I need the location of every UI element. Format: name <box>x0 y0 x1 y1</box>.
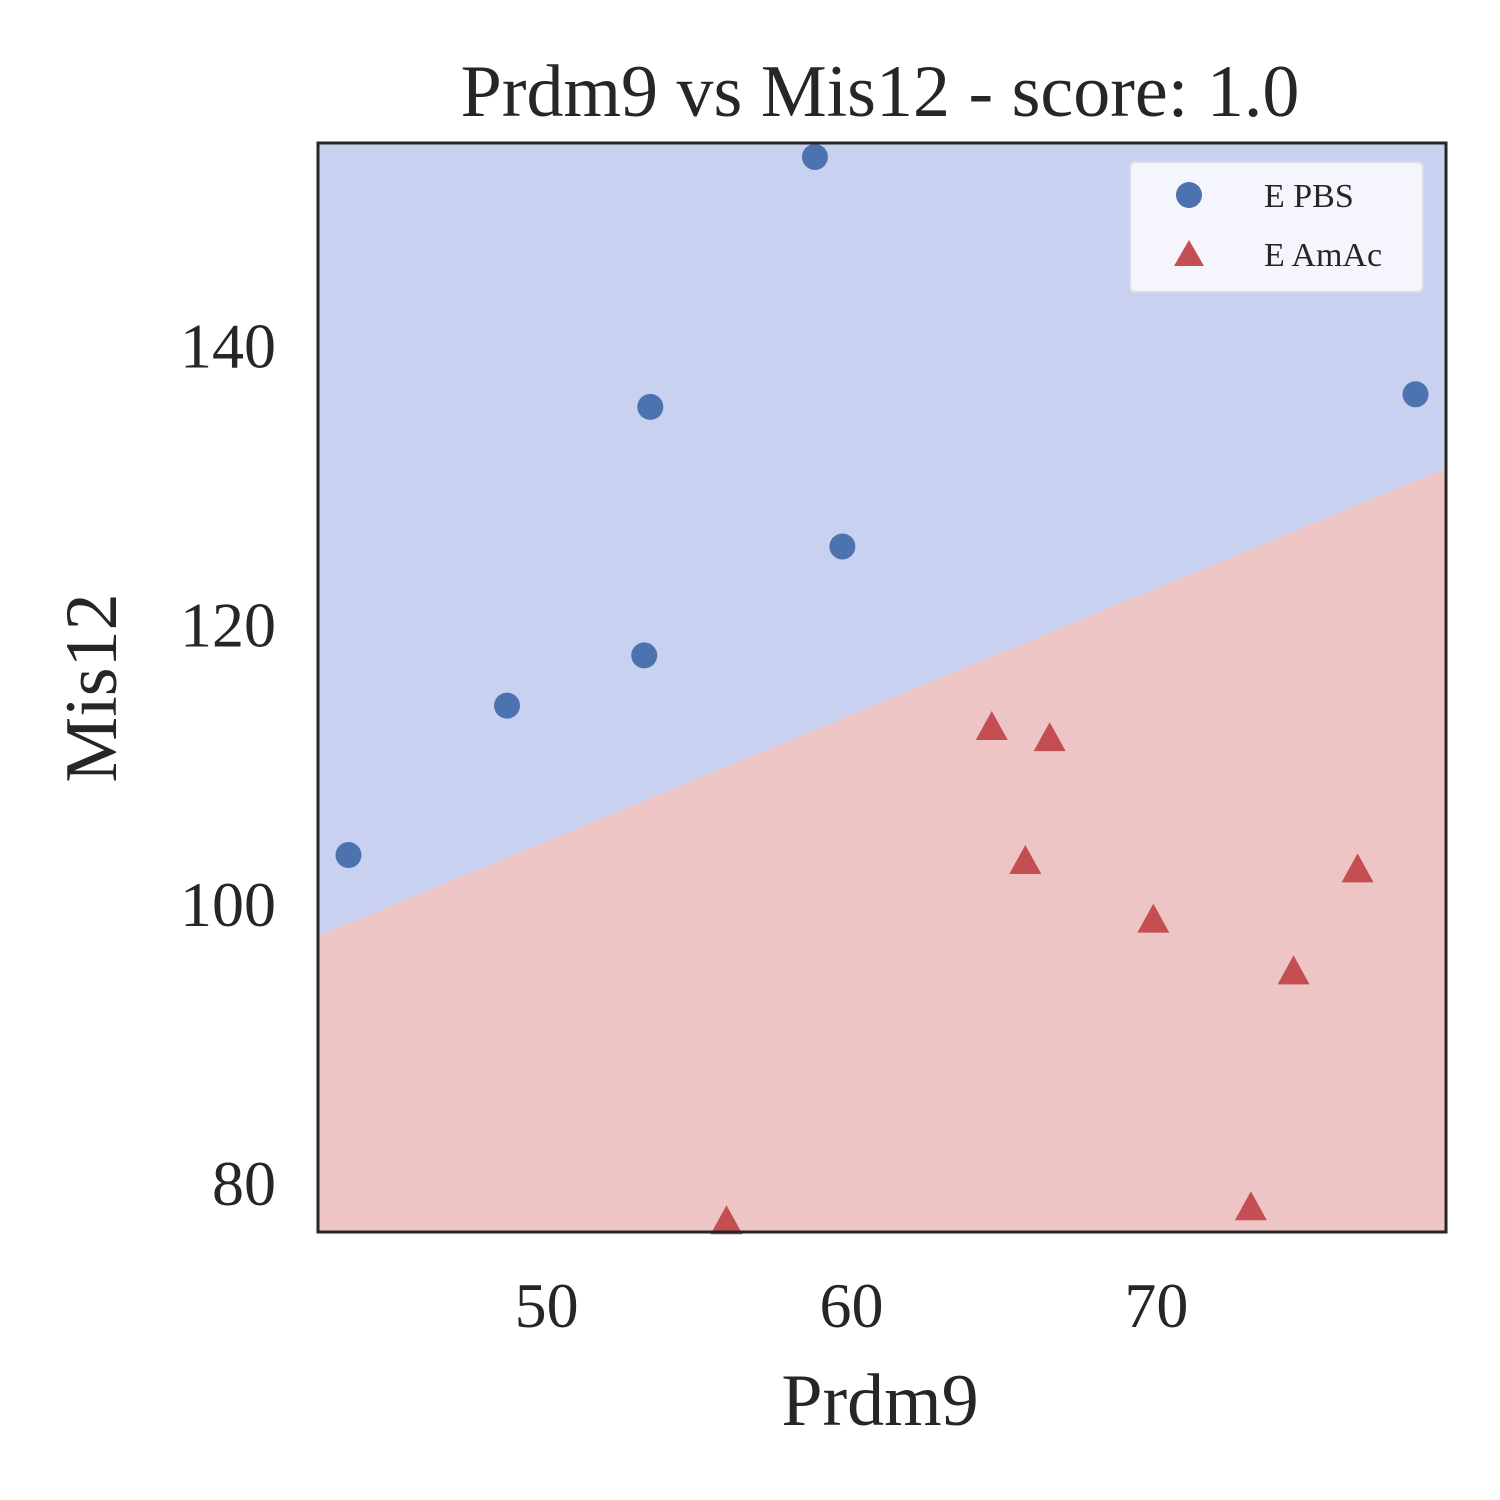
legend: E PBS E AmAc <box>1129 161 1424 293</box>
legend-box <box>1129 161 1424 293</box>
legend-marker-e-pbs <box>1176 182 1202 208</box>
y-axis-label: Mis12 <box>51 593 133 782</box>
y-tick-label: 140 <box>180 310 276 381</box>
chart-title: Prdm9 vs Mis12 - score: 1.0 <box>461 51 1300 133</box>
data-point-e-amac <box>1277 955 1310 985</box>
y-tick-label: 100 <box>180 869 276 940</box>
data-point-e-pbs <box>637 393 664 420</box>
data-point-e-amac <box>975 710 1008 740</box>
plot-frame <box>316 141 1448 1234</box>
y-tick-label: 80 <box>212 1148 276 1219</box>
x-tick-label: 60 <box>820 1270 884 1341</box>
x-tick-label: 70 <box>1124 1270 1188 1341</box>
data-point-e-pbs <box>631 642 658 669</box>
data-point-e-pbs <box>335 842 362 869</box>
data-point-e-pbs <box>494 692 521 719</box>
legend-label-e-amac: E AmAc <box>1264 237 1382 274</box>
x-tick-label: 50 <box>515 1270 579 1341</box>
legend-marker-e-amac <box>1174 240 1204 266</box>
data-point-e-pbs <box>801 143 828 170</box>
decision-region-pbs <box>318 143 1446 937</box>
x-axis-label: Prdm9 <box>781 1360 978 1442</box>
data-point-e-amac <box>1234 1191 1267 1221</box>
data-markers <box>335 143 1429 1235</box>
decision-region-amac <box>318 468 1446 1232</box>
x-axis-ticks: 50 60 70 <box>515 1270 1189 1341</box>
data-point-e-amac <box>710 1205 743 1235</box>
data-point-e-amac <box>1341 853 1374 883</box>
data-point-e-amac <box>1137 903 1170 933</box>
y-tick-label: 120 <box>180 590 276 661</box>
data-point-e-pbs <box>829 533 856 560</box>
data-point-e-amac <box>1033 722 1066 752</box>
data-point-e-pbs <box>1402 381 1429 408</box>
plot-area <box>318 143 1446 1232</box>
data-point-e-amac <box>1009 845 1042 875</box>
legend-label-e-pbs: E PBS <box>1264 178 1354 215</box>
y-axis-ticks: 80 100 120 140 <box>180 310 276 1219</box>
